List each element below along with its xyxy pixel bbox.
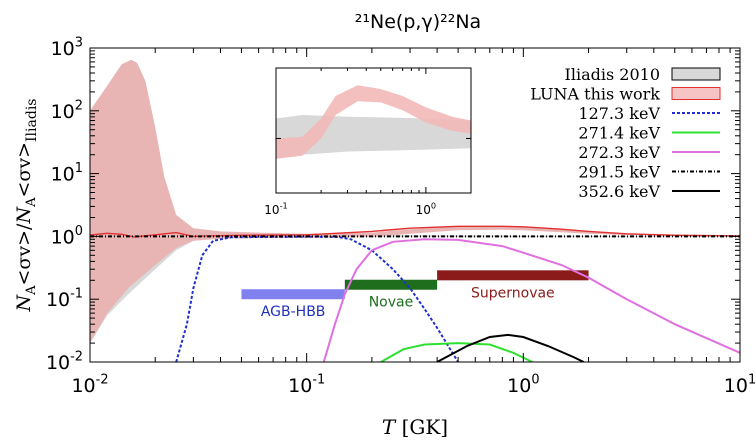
y-tick-label: 101 bbox=[51, 161, 83, 186]
legend-label-271-4-kev: 271.4 keV bbox=[578, 124, 660, 143]
y-tick-label-exp: 2 bbox=[75, 98, 83, 113]
x-tick-label-base: 10 bbox=[288, 375, 312, 397]
series-line-352-6-kev bbox=[436, 333, 585, 362]
legend-label-iliadis-2010: Iliadis 2010 bbox=[565, 65, 660, 84]
series-line-271-4-kev bbox=[380, 342, 533, 362]
legend-swatch-iliadis-2010 bbox=[671, 67, 721, 81]
y-tick-label-base: 10 bbox=[46, 289, 70, 311]
y-axis-label: NA<σv>/NA<σv>Iliadis bbox=[13, 99, 40, 313]
y-tick-label-exp: 3 bbox=[75, 35, 83, 50]
legend-label-291-5-kev: 291.5 keV bbox=[578, 163, 660, 182]
y-tick-label-base: 10 bbox=[51, 164, 75, 186]
legend-swatch-luna-this-work bbox=[671, 87, 721, 100]
x-axis-label: T [GK] bbox=[382, 415, 448, 439]
inset-x-tick-label-exp: -1 bbox=[280, 201, 288, 211]
inset-x-tick-label-exp: 0 bbox=[431, 201, 436, 211]
y-tick-label-exp: 1 bbox=[75, 161, 83, 176]
x-tick-label: 101 bbox=[724, 372, 756, 397]
y-tick-label-base: 10 bbox=[46, 352, 70, 374]
x-tick-label-base: 10 bbox=[507, 375, 531, 397]
inset-x-tick-label: 10-1 bbox=[264, 201, 287, 217]
y-tick-label-base: 10 bbox=[51, 226, 75, 248]
x-tick-label-exp: 0 bbox=[531, 372, 539, 387]
x-tick-label: 10-1 bbox=[288, 372, 325, 397]
inset-x-tick-label-base: 10 bbox=[416, 203, 431, 217]
inset-x-tick-label-base: 10 bbox=[264, 203, 279, 217]
x-tick-label-exp: -1 bbox=[312, 372, 325, 387]
legend-label-352-6-kev: 352.6 keV bbox=[578, 182, 660, 201]
region-label-supernovae: Supernovae bbox=[471, 285, 555, 301]
chart-title: ²¹Ne(p,γ)²²Na bbox=[355, 11, 481, 33]
x-tick-label: 10-2 bbox=[71, 372, 108, 397]
legend-label-272-3-kev: 272.3 keV bbox=[578, 143, 660, 162]
y-tick-label: 102 bbox=[51, 98, 83, 123]
x-tick-label-base: 10 bbox=[724, 375, 748, 397]
y-axis-label-part: N bbox=[13, 294, 35, 313]
inset-frame bbox=[275, 67, 472, 194]
region-bar-agb-hbb bbox=[241, 289, 345, 300]
series-line-127-3-kev bbox=[175, 235, 459, 362]
y-axis-label-part: <σv>/ bbox=[13, 223, 35, 286]
y-tick-label-exp: -1 bbox=[70, 287, 83, 302]
y-axis-label-part: N bbox=[13, 206, 35, 225]
inset-x-tick-label: 100 bbox=[416, 201, 436, 217]
series-line-272-3-kev bbox=[322, 238, 740, 362]
x-tick-label-base: 10 bbox=[71, 375, 95, 397]
region-bar-supernovae bbox=[437, 270, 589, 281]
inset-bands bbox=[276, 85, 471, 159]
legend-label-127-3-kev: 127.3 keV bbox=[578, 104, 660, 123]
legend-label-luna-this-work: LUNA this work bbox=[530, 85, 660, 104]
y-tick-label-base: 10 bbox=[51, 101, 75, 123]
y-tick-label: 10-2 bbox=[46, 349, 83, 374]
y-axis-label-part: A bbox=[24, 197, 39, 208]
region-layer: AGB-HBB Novae Supernovae bbox=[241, 270, 589, 320]
region-label-agb-hbb: AGB-HBB bbox=[261, 304, 326, 320]
y-tick-label-exp: 0 bbox=[75, 224, 83, 239]
x-tick-label-exp: -2 bbox=[96, 372, 109, 387]
y-tick-label-base: 10 bbox=[51, 38, 75, 60]
x-axis-label-var: T bbox=[382, 415, 397, 439]
region-label-novae: Novae bbox=[369, 295, 414, 311]
inset-band-luna-this-work bbox=[276, 85, 471, 159]
x-tick-label: 100 bbox=[507, 372, 539, 397]
y-axis-label-part: A bbox=[24, 285, 39, 296]
region-bar-novae bbox=[344, 279, 438, 290]
inset-plot: 10-1 100 bbox=[264, 67, 472, 217]
x-axis-label-unit: [GK] bbox=[395, 415, 448, 439]
y-axis-label-part: <σv> bbox=[13, 142, 35, 198]
y-tick-label: 100 bbox=[51, 224, 83, 249]
y-tick-label: 10-1 bbox=[46, 287, 83, 312]
y-tick-label-exp: -2 bbox=[70, 349, 83, 364]
y-axis-label-part: Iliadis bbox=[24, 99, 40, 142]
band-layer bbox=[90, 59, 740, 344]
plot-frame bbox=[89, 47, 741, 363]
y-tick-label: 103 bbox=[51, 35, 83, 60]
x-tick-label-exp: 1 bbox=[748, 372, 756, 387]
series-layer bbox=[90, 225, 740, 362]
